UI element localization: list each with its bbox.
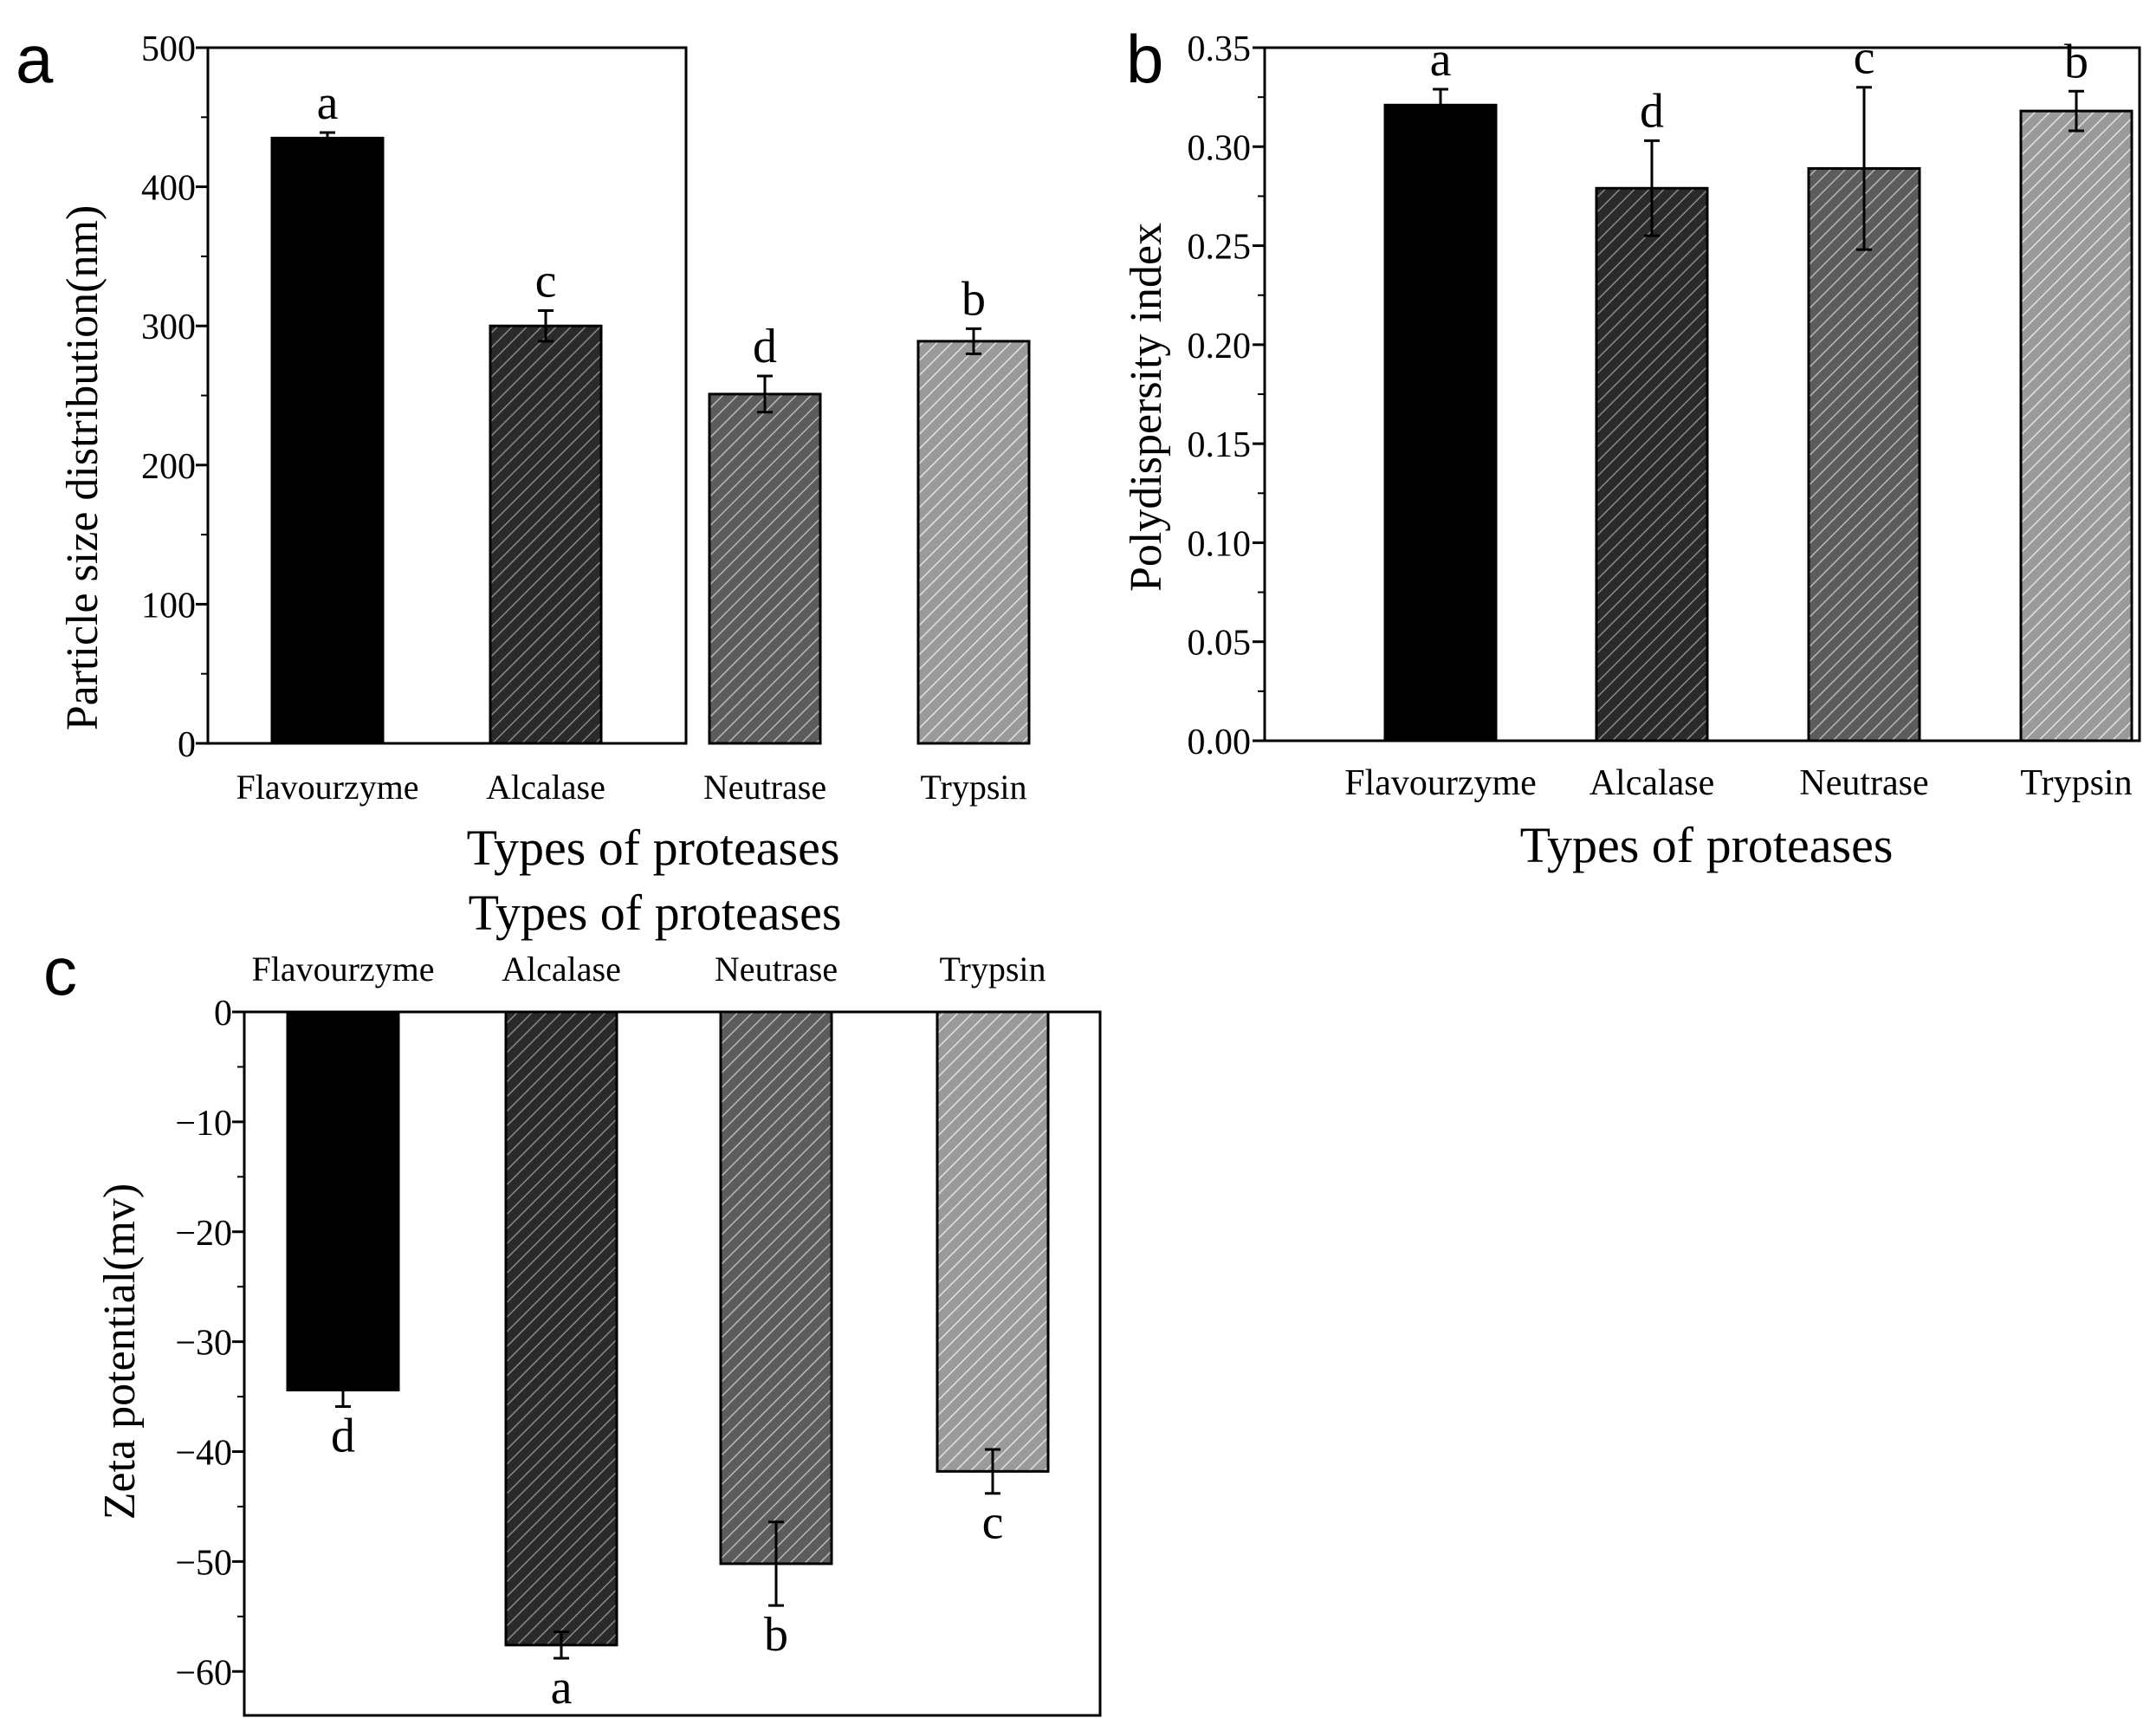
panel-b-category-label: Neutrase — [1799, 763, 1928, 803]
panel-b-significance-letter: b — [2064, 35, 2088, 88]
panel-a-y-tick-label: 200 — [141, 447, 196, 487]
panel-a-particle-size: a Particle size distribution(nm) Types o… — [16, 21, 1031, 876]
panel-a-y-tick-label: 300 — [141, 308, 196, 347]
panel-b-y-tick-label: 0.30 — [1188, 128, 1252, 168]
panel-b-bar-alcalase — [1595, 186, 1709, 742]
panel-b-y-ticks: 0.00 0.05 0.10 0.15 0.20 0.25 0.30 0.35 — [1188, 29, 1265, 762]
panel-a-y-tick-label: 400 — [141, 169, 196, 209]
panel-a-category-labels: Flavourzyme Alcalase Neutrase Trypsin — [236, 768, 1026, 807]
panel-b-plot-frame — [1263, 46, 2141, 742]
panel-a-y-tick-label: 100 — [141, 586, 196, 626]
panel-a-bar-trypsin — [916, 340, 1031, 745]
panel-c-category-label: Alcalase — [502, 950, 621, 989]
panel-b-category-label: Trypsin — [2020, 763, 2132, 803]
panel-a-y-ticks: 0 100 200 300 400 500 — [141, 29, 208, 765]
panel-b-y-axis-label: Polydispersity index — [1122, 223, 1171, 592]
panel-b-bar-neutrase — [1807, 166, 1921, 742]
panel-a-significance-letter: b — [961, 272, 986, 326]
panel-a-significance-letter: a — [317, 76, 339, 130]
panel-b-bars: adc b — [1383, 31, 2133, 742]
panel-b-y-tick-label: 0.35 — [1188, 29, 1252, 69]
panel-a-bar-flavourzyme — [270, 136, 385, 745]
panel-a-bars: a c d b — [270, 76, 1031, 745]
panel-a-letter: a — [16, 21, 54, 97]
panel-c-bars: d a b c — [286, 1010, 1050, 1715]
panel-a-category-label: Neutrase — [703, 768, 826, 807]
panel-a-category-label: Trypsin — [920, 768, 1026, 807]
panel-a-category-label: Flavourzyme — [236, 768, 418, 807]
panel-c-bar-flavourzyme — [286, 1010, 400, 1391]
panel-a-plot-frame — [206, 46, 688, 745]
panel-b-category-labels: Flavourzyme Alcalase Neutrase Trypsin — [1344, 763, 2132, 803]
panel-b-y-tick-label: 0.25 — [1188, 228, 1252, 268]
panel-c-significance-letter: c — [982, 1496, 1004, 1550]
panel-c-y-tick-label: −50 — [175, 1543, 232, 1583]
panel-c-category-label: Trypsin — [939, 950, 1046, 989]
panel-b-letter: b — [1126, 21, 1163, 97]
panel-c-y-tick-label: 0 — [214, 994, 232, 1034]
panel-c-letter: c — [43, 933, 77, 1009]
panel-c-significance-letter: a — [551, 1661, 573, 1715]
panel-c-y-tick-label: −60 — [175, 1653, 232, 1693]
panel-c-y-tick-label: −40 — [175, 1434, 232, 1474]
panel-c-category-labels: Flavourzyme Alcalase Neutrase Trypsin — [251, 950, 1046, 989]
panel-c-plot-frame — [243, 1010, 1102, 1717]
panel-b-significance-letter: d — [1640, 84, 1664, 138]
panel-b-y-tick-label: 0.00 — [1188, 723, 1252, 762]
panel-c-significance-letter: b — [764, 1608, 788, 1662]
panel-a-significance-letter: c — [535, 255, 557, 308]
panel-c-significance-letter: d — [331, 1409, 355, 1462]
panel-b-y-tick-label: 0.20 — [1188, 327, 1252, 366]
panel-b-significance-letter: c — [1854, 31, 1875, 85]
panel-a-x-axis-label: Types of proteases — [467, 820, 840, 876]
panel-c-y-axis-label: Zeta potential(mv) — [95, 1183, 145, 1520]
panel-b-category-label: Alcalase — [1589, 763, 1715, 803]
panel-b-y-tick-label: 0.05 — [1188, 624, 1252, 664]
panel-c-category-label: Flavourzyme — [251, 950, 434, 989]
panel-b-y-tick-label: 0.15 — [1188, 425, 1252, 465]
panel-c-bar-alcalase — [504, 1010, 618, 1647]
panel-c-bar-neutrase — [719, 1010, 833, 1566]
panel-c-y-ticks: 0 −10 −20 −30 −40 −50 −60 — [175, 994, 244, 1693]
panel-b-significance-letter: a — [1430, 33, 1452, 87]
panel-c-x-axis-label: Types of proteases — [469, 885, 842, 941]
panel-a-y-tick-label: 0 — [178, 725, 196, 765]
panel-a-y-tick-label: 500 — [141, 29, 196, 69]
panel-c-y-tick-label: −30 — [175, 1324, 232, 1364]
panel-c-y-tick-label: −20 — [175, 1214, 232, 1254]
panel-b-x-axis-label: Types of proteases — [1520, 817, 1894, 873]
panel-b-bar-trypsin — [2019, 109, 2133, 742]
panel-a-bar-neutrase — [708, 392, 822, 745]
panel-a-category-label: Alcalase — [486, 768, 605, 807]
panel-a-bar-alcalase — [489, 324, 603, 745]
panel-c-category-label: Neutrase — [715, 950, 838, 989]
panel-a-y-axis-label: Particle size distribution(nm) — [58, 205, 107, 731]
panel-a-significance-letter: d — [753, 320, 777, 373]
panel-b-polydispersity: b Polydispersity index Types of protease… — [1122, 21, 2141, 873]
panel-c-zeta-potential: c Types of proteases Zeta potential(mv) … — [43, 885, 1102, 1717]
panel-c-y-tick-label: −10 — [175, 1104, 232, 1144]
panel-b-y-tick-label: 0.10 — [1188, 524, 1252, 564]
panel-c-bar-trypsin — [936, 1010, 1050, 1473]
panel-b-category-label: Flavourzyme — [1344, 763, 1537, 803]
panel-b-bar-flavourzyme — [1383, 103, 1498, 742]
